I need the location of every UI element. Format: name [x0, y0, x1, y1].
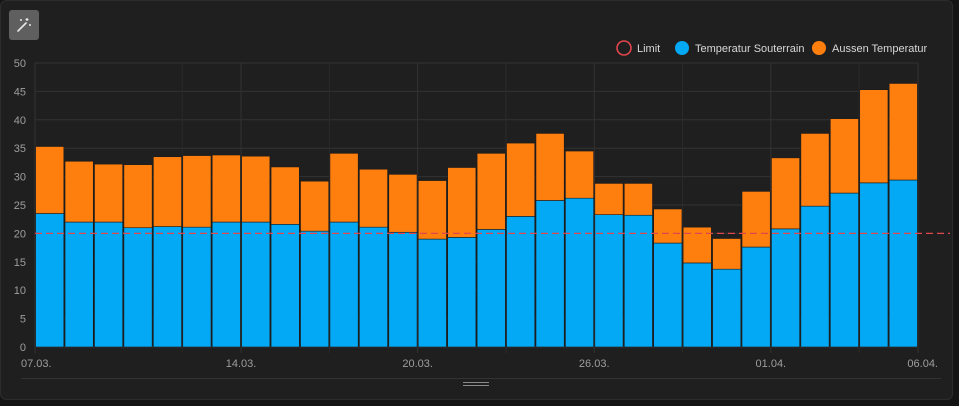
bar-temperatur-souterrain [329, 221, 359, 348]
bar-temperatur-souterrain [388, 231, 418, 348]
bar-aussen-temperatur [741, 191, 771, 248]
bar-aussen-temperatur [888, 83, 918, 181]
bar-temperatur-souterrain [623, 214, 653, 348]
legend-marker-hollow [616, 40, 632, 56]
bar-aussen-temperatur [712, 238, 742, 270]
bar-aussen-temperatur [594, 183, 624, 215]
bar-temperatur-souterrain [270, 224, 300, 348]
bar-aussen-temperatur [300, 180, 330, 232]
x-tick-label: 20.03. [402, 358, 433, 370]
bar-temperatur-souterrain [859, 182, 889, 348]
bar-aussen-temperatur [771, 157, 800, 230]
bar-aussen-temperatur [653, 208, 683, 244]
bar-aussen-temperatur [682, 226, 712, 264]
bar-aussen-temperatur [417, 180, 447, 240]
bar-aussen-temperatur [359, 168, 388, 228]
legend-item: Limit [616, 40, 660, 56]
bar-aussen-temperatur [859, 89, 889, 184]
bar-aussen-temperatur [94, 163, 124, 223]
bar-aussen-temperatur [829, 118, 859, 194]
bar-temperatur-souterrain [565, 197, 594, 348]
bar-temperatur-souterrain [35, 213, 65, 348]
y-tick-label: 25 [14, 200, 26, 212]
legend-marker [675, 41, 689, 55]
grid [34, 62, 919, 353]
bar-temperatur-souterrain [506, 216, 536, 348]
y-axis-labels: 0 5 10 15 20 25 30 35 40 45 50 [14, 58, 26, 354]
bar-temperatur-souterrain [741, 246, 771, 348]
bar-temperatur-souterrain [359, 226, 388, 348]
bar-temperatur-souterrain [712, 268, 742, 348]
legend-label: Aussen Temperatur [832, 43, 928, 55]
bar-aussen-temperatur [123, 164, 153, 229]
bar-aussen-temperatur [64, 160, 94, 223]
y-tick-label: 30 [14, 172, 26, 184]
bar-temperatur-souterrain [153, 226, 182, 348]
bar-aussen-temperatur [35, 146, 65, 214]
y-tick-label: 15 [14, 257, 26, 269]
magic-wand-button[interactable] [9, 10, 39, 40]
y-tick-label: 10 [14, 285, 26, 297]
bar-aussen-temperatur [270, 166, 300, 225]
x-tick-label: 26.03. [579, 358, 610, 370]
bar-temperatur-souterrain [64, 221, 94, 348]
x-tick-label: 14.03. [226, 358, 257, 370]
bar-temperatur-souterrain [94, 221, 124, 348]
bar-temperatur-souterrain [241, 221, 271, 348]
y-tick-label: 40 [14, 115, 26, 127]
bar-temperatur-souterrain [447, 237, 477, 348]
legend-label: Temperatur Souterrain [695, 43, 804, 55]
x-axis-labels: 07.03. 14.03. 20.03. 26.03. 01.04. 06.04. [21, 358, 938, 370]
bar-aussen-temperatur [388, 174, 418, 233]
bar-aussen-temperatur [182, 155, 212, 228]
bar-aussen-temperatur [506, 142, 536, 217]
bar-temperatur-souterrain [476, 229, 506, 348]
bar-aussen-temperatur [476, 153, 506, 230]
legend-marker [812, 41, 826, 55]
bar-aussen-temperatur [623, 183, 653, 216]
y-tick-label: 0 [20, 342, 26, 354]
bar-aussen-temperatur [329, 153, 359, 223]
bar-temperatur-souterrain [800, 205, 830, 348]
bar-aussen-temperatur [211, 154, 241, 223]
bar-aussen-temperatur [535, 133, 565, 201]
bar-temperatur-souterrain [888, 179, 918, 348]
legend-item: Aussen Temperatur [812, 41, 928, 55]
y-tick-label: 5 [20, 314, 26, 326]
bar-temperatur-souterrain [682, 262, 712, 348]
bar-aussen-temperatur [153, 156, 182, 227]
bar-aussen-temperatur [565, 150, 594, 199]
y-tick-label: 20 [14, 228, 26, 240]
magic-wand-icon [17, 18, 31, 32]
bar-temperatur-souterrain [535, 200, 565, 348]
bar-temperatur-souterrain [653, 242, 683, 348]
x-tick-label: 06.04. [907, 358, 938, 370]
legend: Limit Temperatur Souterrain Aussen Tempera… [616, 40, 928, 56]
y-tick-label: 50 [14, 58, 26, 70]
bar-aussen-temperatur [800, 133, 830, 207]
bar-temperatur-souterrain [771, 228, 800, 348]
bar-temperatur-souterrain [182, 226, 212, 348]
y-tick-label: 35 [14, 143, 26, 155]
bar-temperatur-souterrain [829, 192, 859, 348]
bar-temperatur-souterrain [417, 238, 447, 348]
bar-temperatur-souterrain [594, 214, 624, 348]
x-tick-label: 07.03. [21, 358, 52, 370]
stacked-bar-chart: 0 5 10 15 20 25 30 35 40 45 50 07.03. 14.03. 20.03. 2… [14, 40, 950, 370]
resize-handle[interactable] [463, 382, 489, 388]
bar-aussen-temperatur [241, 155, 271, 223]
x-tick-label: 01.04. [756, 358, 787, 370]
divider [21, 378, 941, 379]
bar-temperatur-souterrain [300, 230, 330, 348]
bar-aussen-temperatur [447, 167, 477, 238]
y-tick-label: 45 [14, 86, 26, 98]
legend-item: Temperatur Souterrain [675, 41, 804, 55]
bar-temperatur-souterrain [211, 221, 241, 348]
bars [35, 83, 918, 348]
bar-temperatur-souterrain [123, 227, 153, 348]
legend-label: Limit [637, 43, 660, 55]
chart-card: 0 5 10 15 20 25 30 35 40 45 50 07.03. 14.03. 20.03. 2… [0, 0, 953, 400]
